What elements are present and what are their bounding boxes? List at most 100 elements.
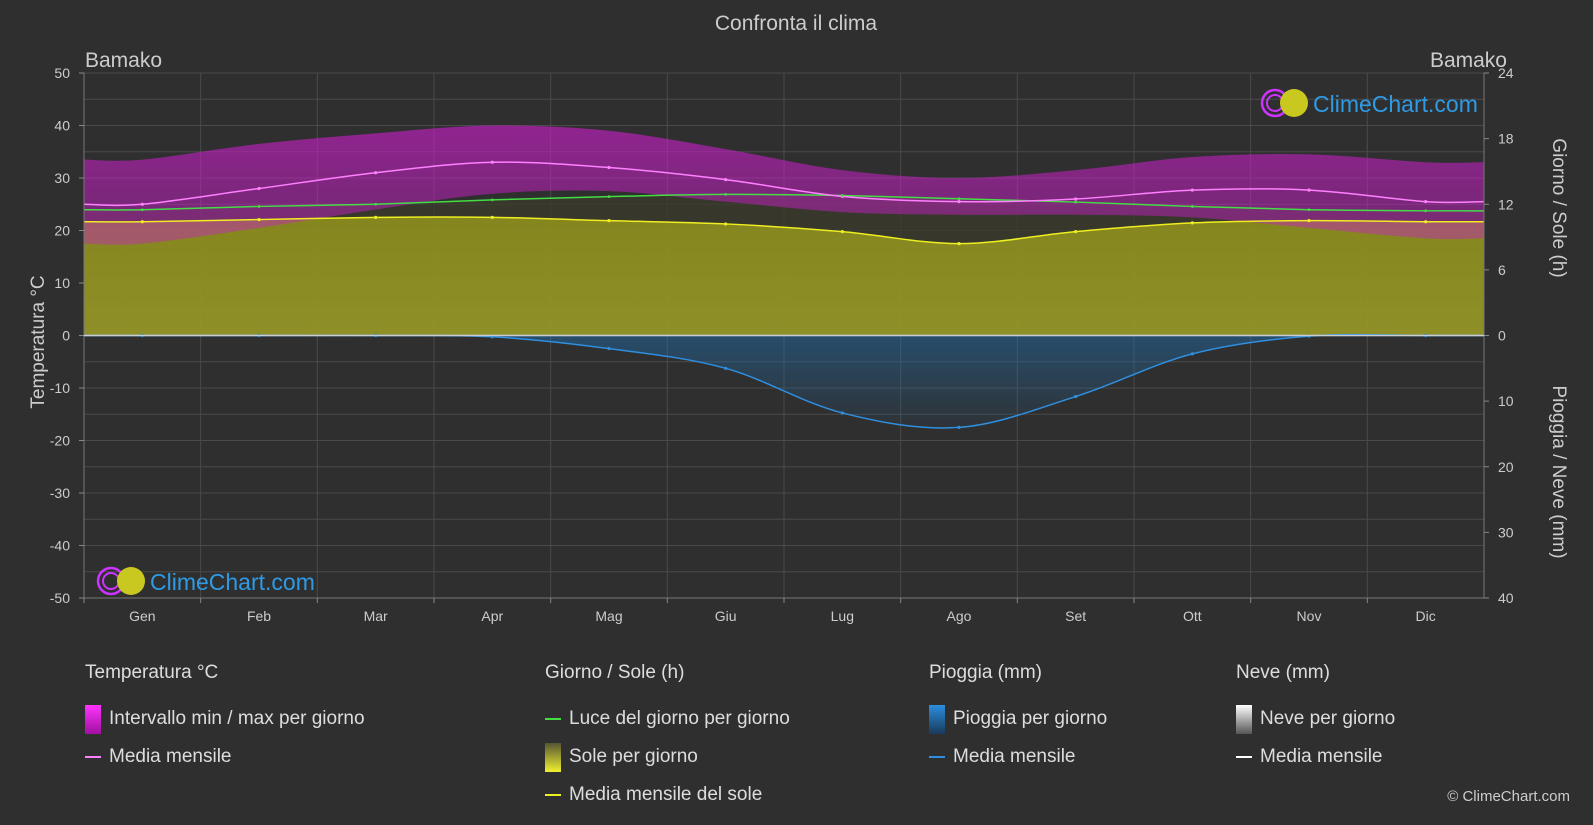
temp-mean-point bbox=[1307, 188, 1311, 192]
chart-title: Confronta il clima bbox=[715, 12, 878, 35]
daylight-point bbox=[490, 198, 494, 202]
location-right: Bamako bbox=[1430, 49, 1507, 72]
sun-mean-point bbox=[1190, 221, 1194, 225]
sun-mean-point bbox=[490, 215, 494, 219]
sun-mean-point bbox=[140, 220, 144, 224]
daylight-point bbox=[724, 193, 728, 196]
legend-rain: Pioggia (mm) Pioggia per giorno Media me… bbox=[929, 662, 1107, 776]
temp-range-band bbox=[84, 125, 1484, 245]
daylight-point bbox=[840, 194, 844, 197]
sunshine-swatch bbox=[545, 742, 561, 772]
x-tick-label: Mar bbox=[364, 608, 388, 624]
sun-mean-point bbox=[1307, 219, 1311, 223]
legend-sun: Giorno / Sole (h) Luce del giorno per gi… bbox=[545, 662, 790, 814]
snow-swatch bbox=[1236, 704, 1252, 734]
legend-temp-mean: Media mensile bbox=[85, 738, 365, 776]
snow-mean-swatch bbox=[1236, 756, 1252, 758]
sun-mean-point bbox=[374, 215, 378, 219]
rain-mean-point bbox=[957, 425, 961, 429]
y-tick-label-right-top: 18 bbox=[1498, 131, 1514, 147]
y-tick-label-left: 10 bbox=[54, 275, 70, 291]
sun-mean-point bbox=[257, 217, 261, 222]
y-tick-label-right-top: 0 bbox=[1498, 328, 1506, 344]
sun-logo-icon bbox=[117, 567, 145, 595]
temp-mean-point bbox=[1190, 188, 1194, 192]
rain-mean-point bbox=[1190, 352, 1194, 356]
x-tick-label: Dic bbox=[1416, 608, 1436, 624]
rain-mean-point bbox=[607, 347, 611, 351]
legend-rain-day: Pioggia per giorno bbox=[929, 700, 1107, 738]
legend-snow-mean: Media mensile bbox=[1236, 738, 1395, 776]
x-tick-label: Apr bbox=[481, 608, 503, 624]
legend-temperature: Temperatura °C Intervallo min / max per … bbox=[85, 662, 365, 776]
sun-mean-swatch bbox=[545, 794, 561, 796]
y-axis-label-right-top: Giorno / Sole (h) bbox=[1548, 138, 1569, 277]
y-axis-label-right-bottom: Pioggia / Neve (mm) bbox=[1548, 385, 1569, 558]
rain-mean-point bbox=[840, 411, 844, 415]
legend-daylight-label: Luce del giorno per giorno bbox=[569, 708, 790, 729]
daylight-point bbox=[1307, 208, 1311, 212]
location-left: Bamako bbox=[85, 49, 162, 72]
sun-mean-point bbox=[957, 242, 961, 246]
y-tick-label-right-top: 12 bbox=[1498, 196, 1514, 212]
daylight-point bbox=[1190, 205, 1194, 208]
legend-temp-title: Temperatura °C bbox=[85, 662, 219, 683]
rain-mean-swatch bbox=[929, 756, 945, 758]
y-tick-label-left: 50 bbox=[54, 65, 70, 81]
legend-sun-title: Giorno / Sole (h) bbox=[545, 662, 685, 683]
temp-mean-point bbox=[1074, 197, 1078, 201]
x-tick-label: Mag bbox=[595, 608, 622, 624]
legend-sun-mean-label: Media mensile del sole bbox=[569, 784, 763, 805]
temp-mean-point bbox=[724, 177, 728, 182]
legend-rain-mean-label: Media mensile bbox=[953, 746, 1076, 767]
y-tick-label-left: -40 bbox=[50, 538, 70, 554]
legend-snow-day: Neve per giorno bbox=[1236, 700, 1395, 738]
x-tick-label: Gen bbox=[129, 608, 155, 624]
rain-mean-point bbox=[1074, 394, 1078, 399]
y-tick-label-left: -20 bbox=[50, 433, 70, 449]
legend-temp-mean-label: Media mensile bbox=[109, 746, 232, 767]
temp-mean-line bbox=[83, 161, 1485, 207]
sunshine-area bbox=[84, 217, 1484, 336]
daylight-point bbox=[957, 197, 961, 201]
x-tick-label: Giu bbox=[715, 608, 737, 624]
temp-mean-point bbox=[140, 202, 144, 206]
sun-mean-point bbox=[1424, 220, 1428, 224]
y-tick-label-right-bottom: 40 bbox=[1498, 590, 1514, 606]
temp-mean-point bbox=[490, 160, 494, 164]
legend-temp-range: Intervallo min / max per giorno bbox=[85, 700, 365, 738]
legend-snow-title: Neve (mm) bbox=[1236, 662, 1330, 683]
x-tick-label: Ago bbox=[947, 608, 972, 624]
legend-snow: Neve (mm) Neve per giorno Media mensile bbox=[1236, 662, 1395, 776]
daylight-line bbox=[83, 193, 1485, 212]
daylight-point bbox=[140, 208, 144, 212]
y-tick-label-right-bottom: 30 bbox=[1498, 524, 1514, 540]
y-tick-label-left: -50 bbox=[50, 590, 70, 606]
temp-mean-point bbox=[374, 171, 378, 175]
legend-snow-mean-label: Media mensile bbox=[1260, 746, 1383, 767]
y-tick-label-left: -30 bbox=[50, 485, 70, 501]
daylight-point bbox=[374, 202, 378, 206]
legend-sun-mean: Media mensile del sole bbox=[545, 776, 790, 814]
daylight-point bbox=[257, 205, 261, 208]
legend-sunshine: Sole per giorno bbox=[545, 738, 790, 776]
rain-swatch bbox=[929, 704, 945, 734]
daylight-point bbox=[1074, 200, 1078, 204]
sun-mean-point bbox=[840, 229, 844, 234]
y-tick-label-right-top: 6 bbox=[1498, 262, 1506, 278]
sun-logo-icon bbox=[1280, 89, 1308, 117]
watermark-text-top: ClimeChart.com bbox=[1313, 91, 1478, 117]
y-axis-label-left: Temperatura °C bbox=[28, 275, 49, 408]
legend-rain-mean: Media mensile bbox=[929, 738, 1107, 776]
sun-mean-point bbox=[1074, 229, 1078, 234]
x-tick-label: Set bbox=[1065, 608, 1086, 624]
y-tick-label-right-bottom: 10 bbox=[1498, 393, 1514, 409]
temp-mean-point bbox=[1424, 200, 1428, 204]
watermark-bottom: ClimeChart.com bbox=[96, 566, 315, 596]
rain-mean-point bbox=[724, 366, 728, 370]
sun-mean-point bbox=[724, 222, 728, 226]
y-tick-label-right-bottom: 20 bbox=[1498, 459, 1514, 475]
x-tick-label: Feb bbox=[247, 608, 271, 624]
y-tick-label-left: 0 bbox=[62, 328, 70, 344]
